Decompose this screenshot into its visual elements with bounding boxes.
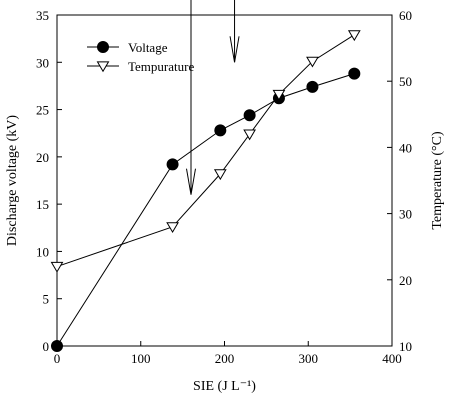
y-left-tick-label: 0 (43, 339, 50, 354)
data-point-series-1 (51, 340, 63, 352)
y-right-tick-label: 50 (399, 74, 412, 89)
y-left-tick-label: 5 (43, 292, 50, 307)
legend-swatch-marker (96, 61, 110, 73)
data-point-series-2 (347, 30, 361, 42)
data-point-series-2 (166, 222, 179, 234)
data-point-series-1 (166, 158, 179, 171)
annotation-arrows (186, 0, 240, 195)
y-right-tick-label: 10 (399, 339, 412, 354)
annotation-arrowhead-tail (186, 168, 196, 195)
y-left-tick-label: 20 (36, 150, 49, 165)
axis-ticks: 0 100 200 300 400 0 5 10 15 20 25 30 35 10 20 30 40 50 60 (36, 8, 412, 366)
y-right-tick-label: 60 (399, 8, 412, 23)
y-right-tick-label: 30 (399, 207, 412, 222)
axis-titles: SIE (J L⁻¹) Discharge voltage (kV) Tempera… (5, 115, 445, 394)
legend: Voltage Tempurature (87, 40, 194, 74)
data-point-series-1 (243, 109, 256, 122)
data-point-series-1 (348, 67, 361, 80)
y-right-tick-label: 20 (399, 273, 412, 288)
annotation-arrow-shaft (190, 0, 192, 195)
x-tick-label: 100 (131, 351, 151, 366)
y-right-tick-label: 40 (399, 140, 412, 155)
y-left-tick-label: 15 (36, 197, 49, 212)
data-series (50, 30, 361, 352)
legend-swatch-marker (97, 41, 109, 53)
x-tick-label: 200 (215, 351, 235, 366)
annotation-arrow-shaft (234, 0, 236, 63)
data-point-series-2 (50, 261, 64, 273)
legend-label: Voltage (128, 40, 168, 55)
x-tick-label: 400 (382, 351, 402, 366)
series-line-1 (56, 73, 355, 347)
y-left-tick-label: 30 (36, 55, 49, 70)
x-tick-label: 300 (299, 351, 319, 366)
y-left-tick-label: 35 (36, 8, 49, 23)
data-point-series-2 (272, 89, 286, 101)
legend-label: Tempurature (128, 59, 194, 74)
data-point-series-2 (213, 169, 227, 181)
y-left-axis-title: Discharge voltage (kV) (5, 115, 20, 246)
data-point-series-1 (214, 124, 227, 137)
x-tick-label: 0 (54, 351, 61, 366)
y-right-axis-title: Temperature (°C) (430, 131, 445, 230)
y-left-tick-label: 10 (36, 244, 49, 259)
data-point-series-1 (306, 80, 319, 93)
data-point-series-2 (243, 129, 256, 141)
y-left-tick-label: 25 (36, 103, 49, 118)
data-point-series-2 (306, 56, 319, 68)
x-axis-title: SIE (J L⁻¹) (193, 379, 256, 394)
annotation-arrowhead-tail (229, 36, 240, 63)
